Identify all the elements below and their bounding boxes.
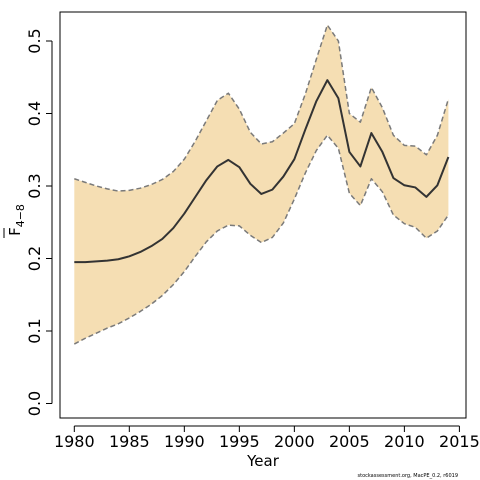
svg-text:F4−8: F4−8 <box>6 204 27 236</box>
y-tick-label: 0.5 <box>25 28 44 53</box>
y-axis-title: F4−8 <box>3 204 27 238</box>
x-tick-label: 2015 <box>439 432 480 451</box>
x-tick-label: 2010 <box>384 432 425 451</box>
lower-bound-line <box>73 134 450 345</box>
x-tick-label: 1985 <box>109 432 150 451</box>
estimate-line-layer <box>73 24 450 345</box>
y-tick-label: 0.4 <box>25 101 44 126</box>
x-tick-label: 2000 <box>274 432 315 451</box>
x-tick-label: 1995 <box>219 432 260 451</box>
plot-frame <box>59 11 467 419</box>
y-tick-label: 0.0 <box>25 391 44 416</box>
upper-bound-line <box>74 24 450 192</box>
y-axis-title-subscript: 4−8 <box>14 204 27 227</box>
y-axis: 0.0 0.1 0.2 0.3 0.4 0.5 <box>25 28 53 416</box>
x-axis-title: Year <box>246 452 280 470</box>
y-axis-title-main: F <box>6 227 24 236</box>
y-tick-label: 0.2 <box>25 246 44 271</box>
credit-text: stockassessment.org, MacPE_0.2, r6019 <box>357 473 459 479</box>
x-tick-label: 2005 <box>329 432 370 451</box>
x-axis: 1980 1985 1990 1995 2000 2005 2010 2015 <box>54 425 480 451</box>
confidence-band <box>74 25 449 345</box>
y-tick-label: 0.3 <box>25 173 44 198</box>
x-tick-label: 1990 <box>164 432 205 451</box>
estimate-line <box>74 79 450 264</box>
x-tick-label: 1980 <box>54 432 95 451</box>
y-tick-label: 0.1 <box>25 318 44 343</box>
confidence-band-layer <box>74 25 449 345</box>
